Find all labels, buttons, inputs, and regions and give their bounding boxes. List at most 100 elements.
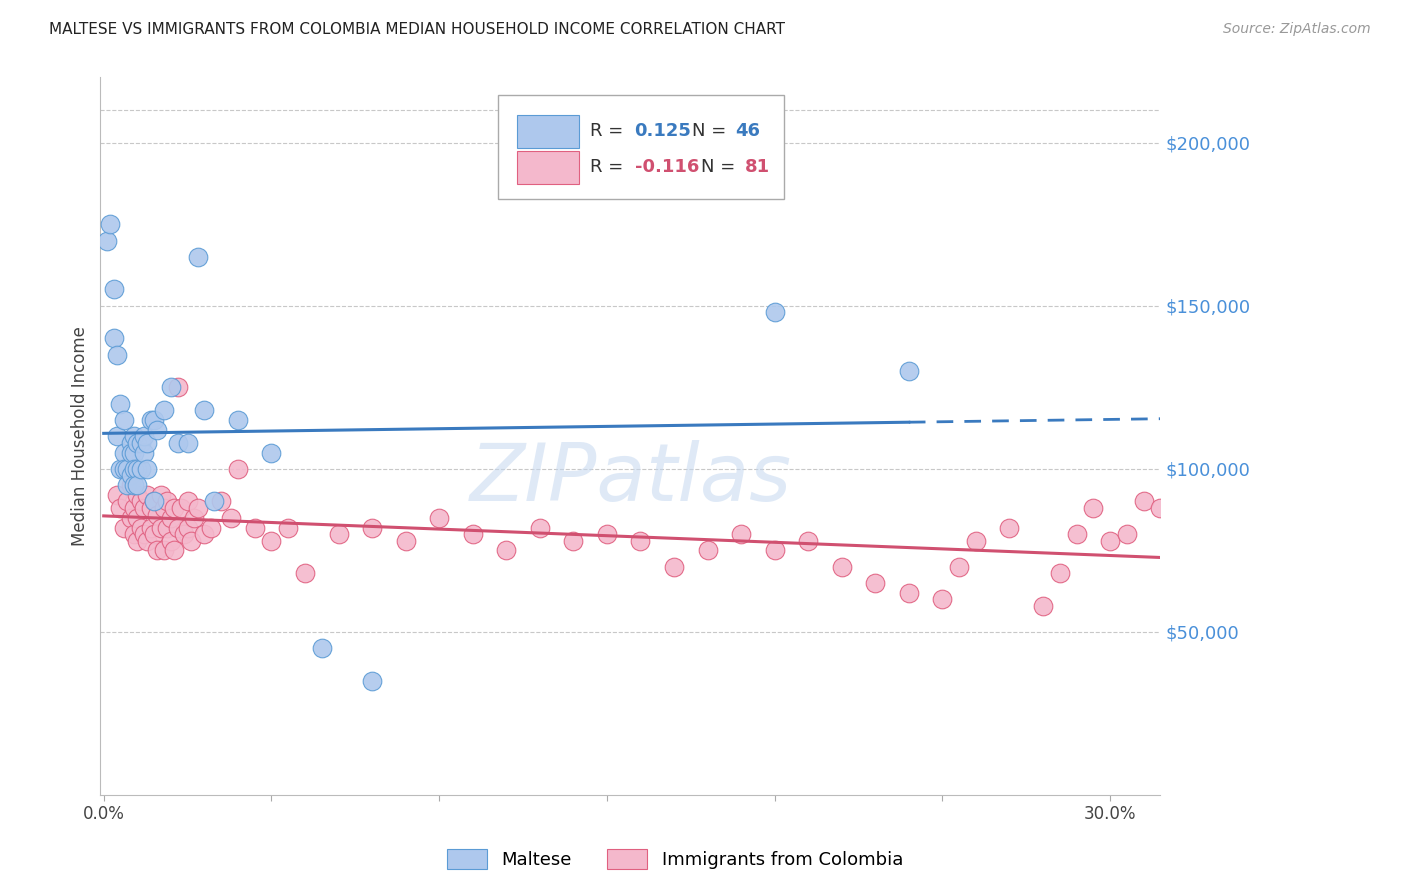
Point [153, 403, 176, 417]
Text: R =: R = [591, 122, 628, 140]
Point [132, 445, 155, 459]
Point [122, 462, 145, 476]
Point [132, 429, 155, 443]
Point [294, 566, 316, 581]
Point [149, 488, 172, 502]
Point [260, 533, 283, 548]
Point [495, 543, 517, 558]
Point [136, 462, 159, 476]
Point [127, 462, 149, 476]
Point [120, 478, 142, 492]
Text: R =: R = [591, 158, 628, 176]
Point [831, 559, 853, 574]
Point [931, 592, 953, 607]
Point [112, 462, 135, 476]
Text: 46: 46 [735, 122, 761, 140]
Point [763, 543, 786, 558]
Point [361, 520, 384, 534]
Point [103, 331, 125, 345]
Text: Source: ZipAtlas.com: Source: ZipAtlas.com [1223, 22, 1371, 37]
Point [139, 501, 162, 516]
Point [897, 364, 920, 378]
Point [132, 527, 155, 541]
Point [146, 423, 169, 437]
Point [176, 520, 198, 534]
Point [865, 576, 887, 591]
Text: MALTESE VS IMMIGRANTS FROM COLOMBIA MEDIAN HOUSEHOLD INCOME CORRELATION CHART: MALTESE VS IMMIGRANTS FROM COLOMBIA MEDI… [49, 22, 785, 37]
Point [763, 305, 786, 319]
Point [202, 494, 225, 508]
Point [183, 510, 205, 524]
Point [730, 527, 752, 541]
Point [149, 520, 172, 534]
Point [166, 520, 188, 534]
Point [159, 533, 181, 548]
Point [277, 520, 299, 534]
Point [129, 494, 152, 508]
Point [219, 510, 242, 524]
Point [110, 501, 132, 516]
Point [596, 527, 619, 541]
Point [163, 543, 186, 558]
FancyBboxPatch shape [517, 151, 579, 184]
Point [139, 413, 162, 427]
Text: ZIPatlas: ZIPatlas [470, 441, 792, 518]
Point [226, 413, 249, 427]
Point [226, 462, 249, 476]
Point [136, 533, 159, 548]
Point [110, 397, 132, 411]
Point [361, 673, 384, 688]
Point [120, 510, 142, 524]
Point [112, 413, 135, 427]
Text: 0.125: 0.125 [634, 122, 692, 140]
Point [129, 462, 152, 476]
Point [156, 520, 179, 534]
Point [965, 533, 987, 548]
Point [132, 501, 155, 516]
Point [127, 510, 149, 524]
Point [461, 527, 484, 541]
Point [115, 478, 138, 492]
Point [112, 520, 135, 534]
Legend: Maltese, Immigrants from Colombia: Maltese, Immigrants from Colombia [437, 839, 912, 879]
Point [1149, 501, 1171, 516]
Point [103, 283, 125, 297]
Point [122, 501, 145, 516]
Point [260, 445, 283, 459]
Text: -0.116: -0.116 [634, 158, 699, 176]
Point [193, 403, 215, 417]
Point [143, 494, 166, 508]
Point [120, 468, 142, 483]
Point [115, 462, 138, 476]
Point [115, 494, 138, 508]
Text: N =: N = [702, 158, 741, 176]
Point [122, 527, 145, 541]
Point [153, 543, 176, 558]
Point [122, 429, 145, 443]
Point [180, 533, 202, 548]
Point [187, 501, 209, 516]
Point [120, 435, 142, 450]
Point [998, 520, 1021, 534]
Point [159, 510, 181, 524]
FancyBboxPatch shape [498, 95, 785, 200]
Point [143, 494, 166, 508]
Point [394, 533, 416, 548]
Point [153, 501, 176, 516]
Point [243, 520, 266, 534]
Point [105, 488, 128, 502]
Point [200, 520, 222, 534]
Point [1115, 527, 1137, 541]
Point [948, 559, 970, 574]
Point [166, 435, 188, 450]
Point [156, 494, 179, 508]
Point [662, 559, 685, 574]
Point [328, 527, 350, 541]
Point [1083, 501, 1105, 516]
Point [1049, 566, 1071, 581]
Point [166, 380, 188, 394]
Point [529, 520, 551, 534]
Point [112, 445, 135, 459]
Point [1132, 494, 1154, 508]
FancyBboxPatch shape [517, 115, 579, 148]
